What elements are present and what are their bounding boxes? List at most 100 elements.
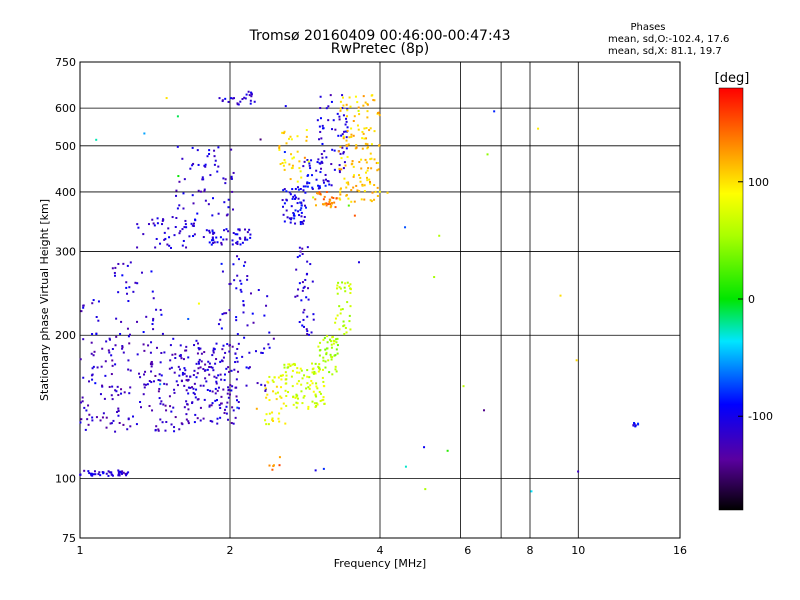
data-point [213,149,216,152]
data-point [285,404,288,407]
data-point [235,378,238,381]
data-point [334,128,337,131]
data-point [349,292,352,295]
data-point [155,346,158,349]
data-point [288,163,291,166]
data-point [291,385,294,388]
data-point [236,233,239,236]
data-point [230,369,233,372]
data-point [365,176,368,179]
data-point [327,119,330,122]
data-point [328,200,331,203]
data-point [311,368,314,371]
data-point [110,354,113,357]
data-point [264,384,267,387]
data-point [349,288,352,291]
data-point [220,402,223,405]
data-point [191,146,194,149]
data-point [221,348,224,351]
data-point [101,347,104,350]
data-point [92,365,95,368]
data-point [322,467,325,470]
data-point [239,288,242,291]
data-point [203,188,206,191]
data-point [320,137,323,140]
axis-ticks: 1 2 4 6 8 10 16 75 100 200 300 400 500 600 750 [55,56,687,557]
data-point [218,97,221,100]
data-point [285,190,288,193]
data-point [306,185,309,188]
data-point [214,159,217,162]
data-point [376,186,379,189]
data-point [317,365,320,368]
data-point [280,407,283,410]
data-point [278,146,281,149]
data-point [87,404,90,407]
data-point [344,282,347,285]
data-point [386,191,389,194]
data-point [277,417,280,420]
data-point [117,471,120,474]
data-point [244,238,247,241]
data-point [345,181,348,184]
data-point [94,473,97,476]
data-point [101,416,104,419]
data-point [222,238,225,241]
data-point [231,243,234,246]
data-point [178,368,181,371]
data-point [345,147,348,150]
data-point [314,469,317,472]
data-point [322,181,325,184]
data-point [378,144,381,147]
data-point [293,214,296,217]
data-point [310,379,313,382]
data-point [301,253,304,256]
data-point [121,347,124,350]
data-point [107,349,110,352]
data-point [91,474,94,477]
colorbar-tick-label: 0 [748,293,755,306]
data-point [238,228,241,231]
data-point [161,219,164,222]
data-point [193,344,196,347]
data-point [170,423,173,426]
data-point [265,304,268,307]
data-point [181,371,184,374]
data-point [197,398,200,401]
data-point [361,137,364,140]
data-point [136,320,139,323]
data-point [272,337,275,340]
data-point [225,367,228,370]
data-point [113,271,116,274]
data-point [152,328,155,331]
data-point [244,236,247,239]
data-point [121,345,124,348]
data-point [159,308,162,311]
data-point [221,270,224,273]
data-point [303,285,306,288]
data-point [265,413,268,416]
data-point [281,374,284,377]
data-point [237,228,240,231]
data-point [335,370,338,373]
data-point [315,178,318,181]
data-point [243,336,246,339]
data-point [347,204,350,207]
data-point [108,471,111,474]
data-point [178,354,181,357]
data-point [264,419,267,422]
data-point [149,363,152,366]
data-point [152,380,155,383]
data-point [135,423,138,426]
data-point [306,375,309,378]
data-point [128,342,131,345]
data-point [328,371,331,374]
data-point [91,416,94,419]
data-points [79,90,640,493]
data-point [339,312,342,315]
data-point [183,406,186,409]
data-point [184,349,187,352]
data-point [143,386,146,389]
data-point [190,222,193,225]
data-point [200,352,203,355]
